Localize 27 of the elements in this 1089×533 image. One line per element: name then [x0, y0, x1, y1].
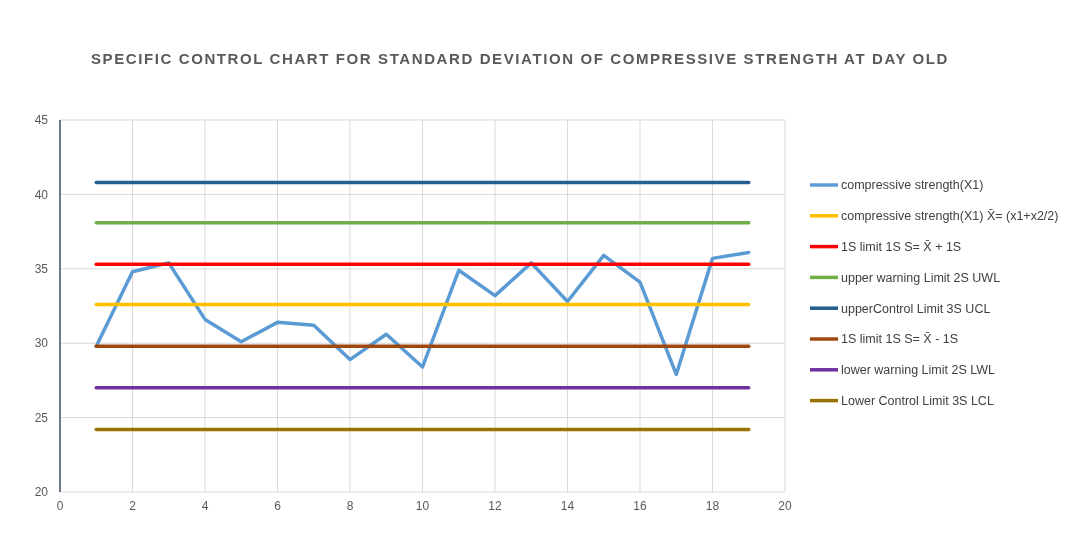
x-tick-label: 20: [778, 499, 792, 513]
legend-label: 1S limit 1S S= X̄ - 1S: [841, 332, 959, 347]
y-tick-label: 40: [34, 187, 49, 202]
legend-label: compressive strength(X1): [841, 178, 984, 193]
x-tick-label: 4: [201, 499, 209, 513]
x-tick-label: 16: [633, 499, 647, 513]
y-tick-label: 30: [34, 336, 49, 351]
legend-label: lower warning Limit 2S LWL: [841, 363, 996, 378]
legend-label: compressive strength(X1) X̄= (x1+x2/2): [841, 209, 1059, 224]
x-tick-label: 18: [705, 499, 720, 513]
x-tick-label: 8: [346, 499, 354, 513]
x-tick-label: 0: [56, 499, 64, 513]
y-tick-label: 35: [34, 262, 49, 276]
x-tick-label: 10: [415, 499, 430, 513]
legend-label: upper warning Limit 2S UWL: [841, 270, 1001, 285]
x-tick-label: 2: [129, 499, 137, 513]
y-tick-label: 25: [34, 410, 49, 425]
legend-label: upperControl Limit 3S UCL: [841, 301, 991, 316]
chart-title: SPECIFIC CONTROL CHART FOR STANDARD DEVIATION OF COMPRESSIVE STRENGTH AT DAY OLD: [90, 50, 950, 67]
x-tick-label: 14: [560, 499, 575, 513]
y-tick-label: 20: [34, 485, 49, 500]
x-tick-label: 6: [274, 499, 282, 513]
y-tick-label: 45: [34, 113, 49, 128]
legend-label: 1S limit 1S S= X̄ + 1S: [841, 239, 962, 254]
legend-label: Lower Control Limit 3S LCL: [841, 393, 994, 408]
line-series: [94, 250, 751, 377]
x-tick-label: 12: [488, 499, 502, 513]
